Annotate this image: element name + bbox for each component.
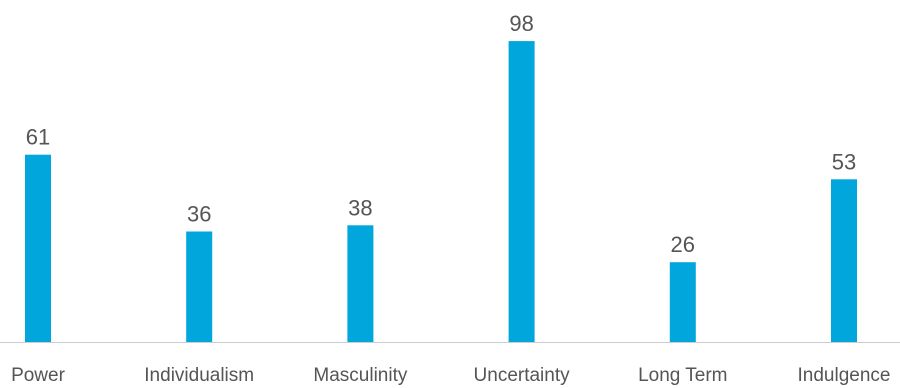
bar-masculinity [347,225,374,342]
bar-power [25,154,51,342]
value-label-indulgence: 53 [832,149,856,174]
value-label-masculinity: 38 [348,195,372,220]
value-label-uncertainty: 98 [509,11,533,36]
value-label-power: 61 [26,125,50,150]
category-label-uncertainty: Uncertainty [474,365,571,386]
value-label-individualism: 36 [187,202,211,227]
bar-uncertainty [508,41,535,342]
bar-indulgence [831,179,857,342]
bar-long-term [669,262,696,342]
value-labels-group: 61 36 38 98 26 53 [26,11,856,257]
bar-individualism [186,231,213,342]
category-label-indulgence: Indulgence [798,365,891,386]
value-label-long-term: 26 [671,232,695,257]
category-labels-group: Power Individualism Masculinity Uncertainty… [11,365,890,386]
category-label-long-term: Long Term [638,365,727,386]
bars-group [25,41,857,342]
category-label-power: Power [11,365,66,386]
category-label-masculinity: Masculinity [313,365,407,386]
category-label-individualism: Individualism [144,365,254,386]
